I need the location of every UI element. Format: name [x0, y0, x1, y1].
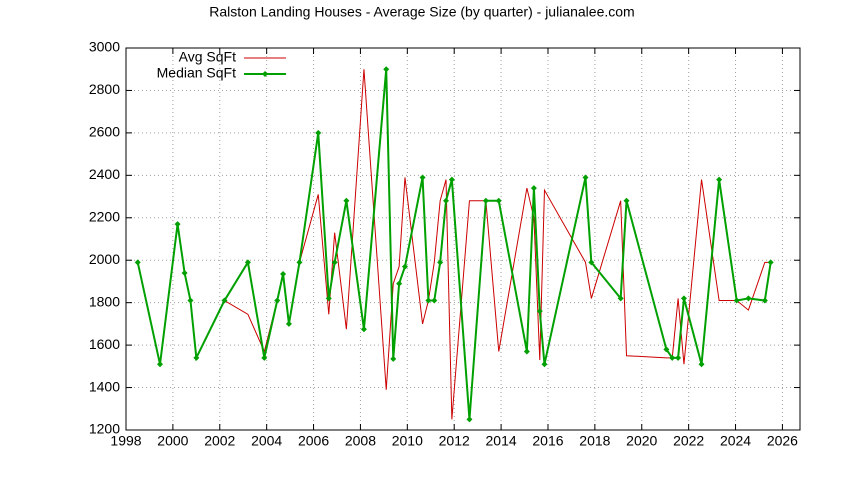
data-point	[181, 269, 188, 276]
data-point	[383, 66, 390, 73]
data-point	[390, 355, 397, 362]
y-tick-label: 2400	[89, 166, 120, 182]
data-point	[663, 346, 670, 353]
data-point	[767, 259, 774, 266]
x-tick-label: 2010	[392, 433, 423, 449]
data-point	[325, 295, 332, 302]
x-tick-label: 2016	[532, 433, 563, 449]
data-point	[466, 416, 473, 423]
x-tick-label: 2008	[345, 433, 376, 449]
data-point	[221, 297, 228, 304]
x-tick-label: 2014	[486, 433, 517, 449]
data-point	[582, 174, 589, 181]
data-point	[360, 326, 367, 333]
data-point	[134, 259, 141, 266]
chart-title: Ralston Landing Houses - Average Size (b…	[209, 4, 634, 20]
data-point	[187, 297, 194, 304]
data-point	[482, 197, 489, 204]
data-point	[280, 271, 287, 278]
data-point	[261, 354, 268, 361]
y-tick-label: 3000	[89, 39, 120, 55]
data-point	[541, 361, 548, 368]
data-point	[761, 297, 768, 304]
data-point	[315, 129, 322, 136]
y-tick-label: 1600	[89, 336, 120, 352]
y-tick-label: 1800	[89, 293, 120, 309]
data-point	[495, 197, 502, 204]
y-tick-label: 1200	[89, 421, 120, 437]
y-tick-label: 2200	[89, 208, 120, 224]
data-point	[716, 176, 723, 183]
data-point	[285, 320, 292, 327]
data-point	[396, 280, 403, 287]
data-point	[448, 176, 455, 183]
data-point	[274, 297, 281, 304]
y-tick-label: 2000	[89, 251, 120, 267]
data-point	[669, 354, 676, 361]
x-tick-label: 2024	[720, 433, 751, 449]
x-tick-label: 2002	[204, 433, 235, 449]
x-tick-label: 2012	[439, 433, 470, 449]
legend-label: Median SqFt	[157, 65, 236, 81]
data-point	[296, 259, 303, 266]
x-tick-label: 2018	[579, 433, 610, 449]
data-point	[419, 174, 426, 181]
data-point	[733, 297, 740, 304]
data-point	[437, 259, 444, 266]
data-point	[523, 348, 530, 355]
data-point	[530, 185, 537, 192]
data-point	[536, 308, 543, 315]
y-tick-label: 1400	[89, 378, 120, 394]
x-tick-label: 2006	[298, 433, 329, 449]
data-point	[343, 197, 350, 204]
data-point	[617, 295, 624, 302]
data-point	[680, 295, 687, 302]
y-tick-label: 2800	[89, 81, 120, 97]
data-point	[698, 361, 705, 368]
x-tick-label: 1998	[110, 433, 141, 449]
data-point	[425, 297, 432, 304]
legend-label: Avg SqFt	[179, 49, 236, 65]
legend-marker	[262, 71, 268, 77]
x-tick-label: 2026	[767, 433, 798, 449]
data-point	[244, 259, 251, 266]
x-tick-label: 2022	[673, 433, 704, 449]
data-point	[623, 197, 630, 204]
plot-frame	[125, 47, 801, 431]
y-tick-label: 2600	[89, 124, 120, 140]
data-point	[156, 361, 163, 368]
data-point	[174, 221, 181, 228]
data-point	[431, 297, 438, 304]
data-point	[443, 197, 450, 204]
x-tick-label: 2004	[251, 433, 282, 449]
data-point	[675, 354, 682, 361]
data-point	[745, 295, 752, 302]
data-point	[588, 259, 595, 266]
x-tick-label: 2000	[157, 433, 188, 449]
data-point	[401, 263, 408, 270]
x-tick-label: 2020	[626, 433, 657, 449]
data-point	[331, 259, 338, 266]
data-point	[193, 354, 200, 361]
